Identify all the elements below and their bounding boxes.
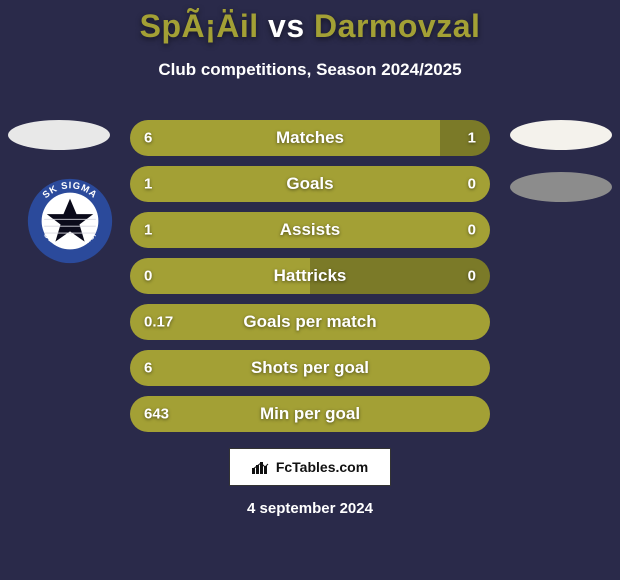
stat-bars: Matches61 Goals10 Assists10 Hattricks00 Goal… (130, 120, 490, 442)
stat-bar-left (130, 350, 490, 386)
stat-row: Hattricks00 (130, 258, 490, 294)
stat-row: Matches61 (130, 120, 490, 156)
comparison-title: SpÃ¡Äil vs Darmovzal (0, 8, 620, 45)
stat-bar-right (440, 120, 490, 156)
stat-row: Min per goal643 (130, 396, 490, 432)
stat-bar-left (130, 396, 490, 432)
attribution-box: FcTables.com (229, 448, 391, 486)
stat-row: Goals10 (130, 166, 490, 202)
date-text: 4 september 2024 (0, 500, 620, 517)
stat-bar-left (130, 258, 310, 294)
badge-right-2 (510, 172, 612, 202)
stat-bar-left (130, 304, 490, 340)
bar-chart-icon (252, 460, 270, 474)
player2-name: Darmovzal (314, 8, 480, 44)
vs-text: vs (259, 8, 314, 44)
attribution-text: FcTables.com (276, 459, 368, 475)
stat-bar-left (130, 166, 490, 202)
stat-bar-left (130, 120, 440, 156)
stat-bar-left (130, 212, 490, 248)
club-logo: SK SIGMA OLOMOUC a.s. (27, 178, 113, 264)
subtitle-text: Club competitions, Season 2024/2025 (0, 60, 620, 80)
badge-right-1 (510, 120, 612, 150)
stat-bar-right (310, 258, 490, 294)
stat-row: Assists10 (130, 212, 490, 248)
badge-left-1 (8, 120, 110, 150)
player1-name: SpÃ¡Äil (140, 8, 259, 44)
stat-row: Goals per match0.17 (130, 304, 490, 340)
stat-row: Shots per goal6 (130, 350, 490, 386)
sigma-olomouc-logo-icon: SK SIGMA OLOMOUC a.s. (27, 178, 113, 264)
